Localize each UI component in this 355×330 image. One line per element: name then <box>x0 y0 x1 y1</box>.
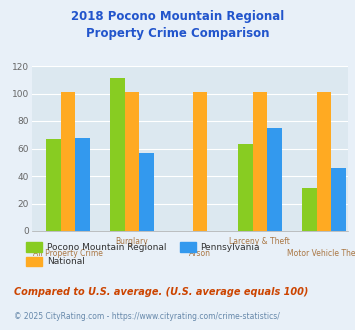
Bar <box>47 139 61 231</box>
Bar <box>253 92 267 231</box>
Text: Compared to U.S. average. (U.S. average equals 100): Compared to U.S. average. (U.S. average … <box>14 287 308 297</box>
Legend: Pocono Mountain Regional, National, Pennsylvania: Pocono Mountain Regional, National, Penn… <box>22 239 263 270</box>
Text: All Property Crime: All Property Crime <box>33 249 103 258</box>
Bar <box>267 128 282 231</box>
Text: © 2025 CityRating.com - https://www.cityrating.com/crime-statistics/: © 2025 CityRating.com - https://www.city… <box>14 312 280 321</box>
Text: Arson: Arson <box>189 249 211 258</box>
Bar <box>331 168 345 231</box>
Bar <box>302 188 317 231</box>
Bar <box>75 138 89 231</box>
Bar <box>110 79 125 231</box>
Text: Motor Vehicle Theft: Motor Vehicle Theft <box>287 249 355 258</box>
Text: Burglary: Burglary <box>116 237 148 246</box>
Text: Larceny & Theft: Larceny & Theft <box>229 237 290 246</box>
Bar <box>193 92 207 231</box>
Bar <box>317 92 331 231</box>
Bar <box>61 92 75 231</box>
Text: 2018 Pocono Mountain Regional
Property Crime Comparison: 2018 Pocono Mountain Regional Property C… <box>71 10 284 40</box>
Bar <box>125 92 139 231</box>
Bar <box>139 152 153 231</box>
Bar <box>238 145 253 231</box>
